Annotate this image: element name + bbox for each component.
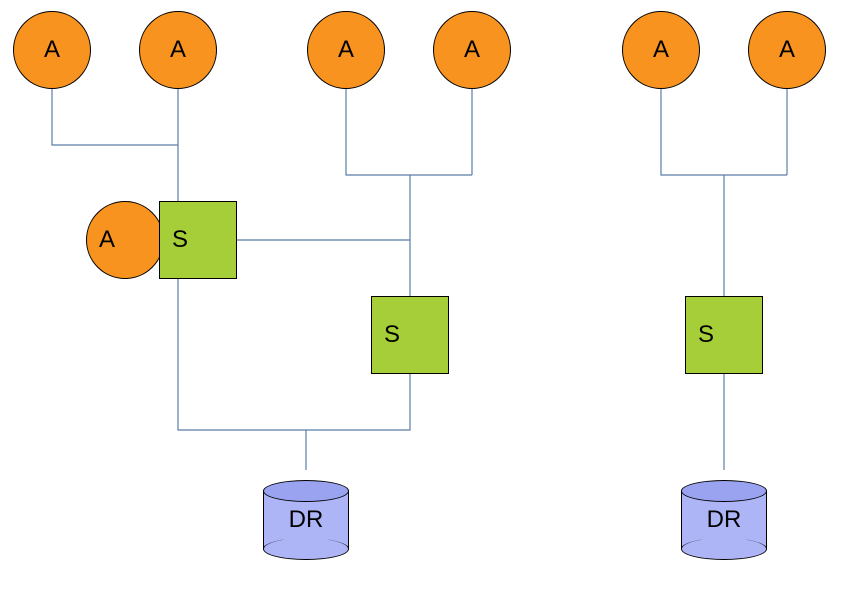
node-s1: S — [159, 201, 237, 279]
edge — [306, 374, 410, 430]
node-a6: A — [748, 11, 826, 89]
node-label: A — [779, 36, 795, 64]
node-dr1: DR — [263, 491, 349, 549]
node-a5: A — [622, 11, 700, 89]
node-dr2: DR — [681, 491, 767, 549]
node-a7: A — [86, 201, 164, 279]
edge — [346, 89, 472, 175]
node-label: DR — [707, 506, 742, 534]
node-label: A — [338, 36, 354, 64]
node-label: A — [87, 226, 115, 254]
node-label: S — [160, 226, 188, 254]
node-label: A — [464, 36, 480, 64]
edge — [661, 89, 787, 175]
node-label: S — [372, 321, 400, 349]
node-label: A — [653, 36, 669, 64]
node-label: S — [686, 321, 714, 349]
cylinder-top — [263, 480, 349, 502]
node-a1: A — [13, 11, 91, 89]
node-a3: A — [307, 11, 385, 89]
node-s2: S — [371, 296, 449, 374]
node-a2: A — [139, 11, 217, 89]
diagram-canvas: A A A A A A A S S S DR DR — [0, 0, 860, 595]
cylinder-bottom — [681, 538, 767, 560]
node-label: A — [170, 36, 186, 64]
edge — [178, 279, 306, 470]
cylinder-bottom — [263, 538, 349, 560]
node-s3: S — [685, 296, 763, 374]
node-a4: A — [433, 11, 511, 89]
node-label: DR — [289, 506, 324, 534]
edge — [52, 89, 178, 145]
node-label: A — [44, 36, 60, 64]
cylinder-top — [681, 480, 767, 502]
